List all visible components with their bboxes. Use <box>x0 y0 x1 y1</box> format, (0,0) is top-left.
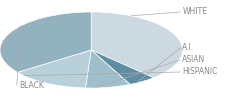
Text: ASIAN: ASIAN <box>182 56 206 64</box>
Wedge shape <box>91 12 182 78</box>
Wedge shape <box>85 50 130 88</box>
Text: BLACK: BLACK <box>19 80 44 90</box>
Text: WHITE: WHITE <box>182 8 207 16</box>
Wedge shape <box>0 12 91 72</box>
Wedge shape <box>18 50 91 88</box>
Wedge shape <box>91 50 154 84</box>
Text: HISPANIC: HISPANIC <box>182 68 218 76</box>
Text: A.I.: A.I. <box>182 44 195 52</box>
